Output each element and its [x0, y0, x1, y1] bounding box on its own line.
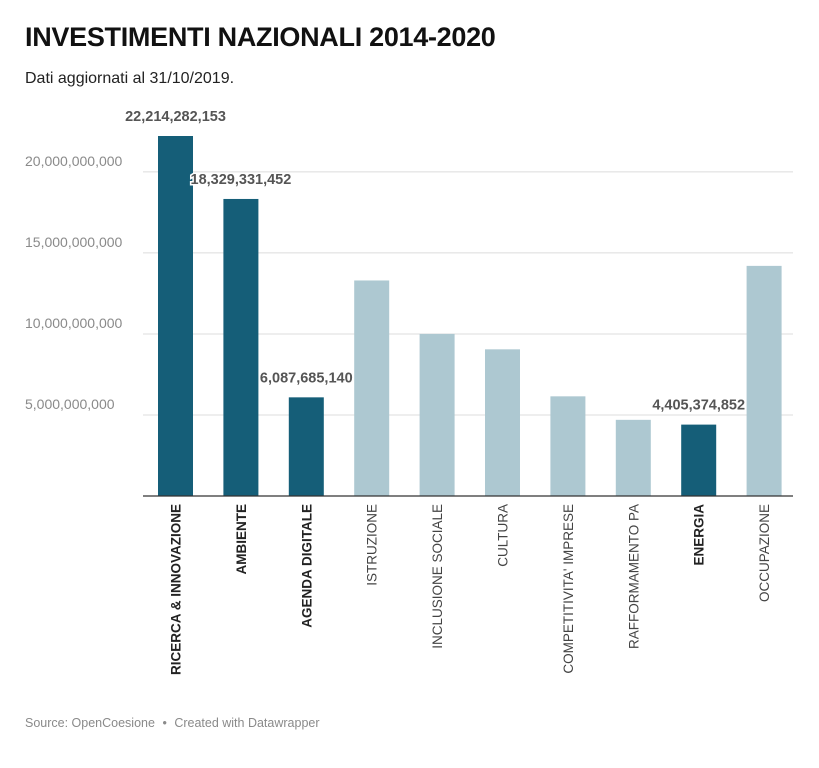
- bar: [746, 265, 782, 496]
- x-tick-label: COMPETITIVITA' IMPRESE: [561, 504, 576, 674]
- bar: [485, 349, 520, 496]
- bar: [354, 280, 390, 496]
- x-tick-label: ISTRUZIONE: [365, 504, 380, 586]
- bar: [550, 396, 586, 496]
- y-tick-label: 5,000,000,000: [25, 396, 115, 412]
- source-text: Source: OpenCoesione: [25, 716, 155, 730]
- data-label: 18,329,331,452: [191, 172, 292, 188]
- bar: [223, 198, 259, 497]
- data-label: 6,087,685,140: [260, 370, 353, 386]
- x-tick-label: INCLUSIONE SOCIALE: [430, 504, 445, 649]
- y-tick-label: 15,000,000,000: [25, 234, 123, 250]
- x-tick-label: AMBIENTE: [234, 504, 249, 575]
- bar: [288, 397, 324, 496]
- x-tick-label: CULTURA: [496, 504, 511, 567]
- data-label: 4,405,374,852: [652, 398, 745, 414]
- x-tick-label: RICERCA & INNOVAZIONE: [169, 504, 184, 675]
- x-tick-label: RAFFORMAMENTO PA: [626, 504, 641, 649]
- footer-separator: •: [162, 716, 167, 730]
- footer: Source: OpenCoesione • Created with Data…: [25, 716, 320, 730]
- bar: [419, 333, 455, 496]
- bar: [158, 136, 193, 496]
- x-tick-label: AGENDA DIGITALE: [299, 504, 314, 628]
- bar-chart: 5,000,000,000 10,000,000,000 15,000,000,00…: [25, 108, 793, 675]
- chart-title: INVESTIMENTI NAZIONALI 2014-2020: [25, 22, 496, 52]
- chart-subtitle: Dati aggiornati al 31/10/2019.: [25, 70, 235, 87]
- x-tick-label: OCCUPAZIONE: [757, 504, 772, 602]
- y-tick-label: 10,000,000,000: [25, 315, 123, 331]
- data-label: 22,214,282,153: [125, 109, 226, 125]
- credit-text: Created with Datawrapper: [174, 716, 320, 730]
- bar: [615, 419, 651, 496]
- bar: [681, 424, 717, 496]
- x-tick-label: ENERGIA: [692, 504, 707, 566]
- y-tick-label: 20,000,000,000: [25, 153, 123, 169]
